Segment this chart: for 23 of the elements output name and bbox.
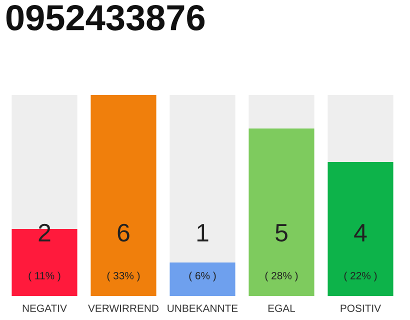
annotation: ( 22% ) [344, 272, 377, 282]
bar [328, 95, 394, 162]
data-label: 5 [276, 224, 288, 242]
bar [328, 162, 394, 296]
annotation: ( 33% ) [107, 272, 140, 282]
x-tick-label: NEGATIV [22, 304, 67, 312]
bar [90, 95, 156, 296]
annotation: ( 28% ) [265, 272, 298, 282]
data-label: 2 [38, 224, 50, 242]
x-tick-label: EGAL [268, 304, 296, 312]
x-tick-label: UNBEKANNTE [168, 304, 238, 312]
x-tick-label: POSITIV [340, 304, 382, 312]
bar [248, 95, 314, 128]
data-label: 6 [118, 224, 130, 242]
data-label: 1 [197, 224, 208, 242]
x-tick-label: VERWIRREND [88, 304, 158, 312]
chart-title: 0952433876 [6, 4, 205, 31]
bar [170, 262, 236, 296]
annotation: ( 6% ) [189, 272, 216, 282]
annotation: ( 11% ) [28, 272, 60, 282]
bar [248, 128, 314, 296]
bar [170, 95, 236, 262]
data-label: 4 [354, 224, 367, 242]
